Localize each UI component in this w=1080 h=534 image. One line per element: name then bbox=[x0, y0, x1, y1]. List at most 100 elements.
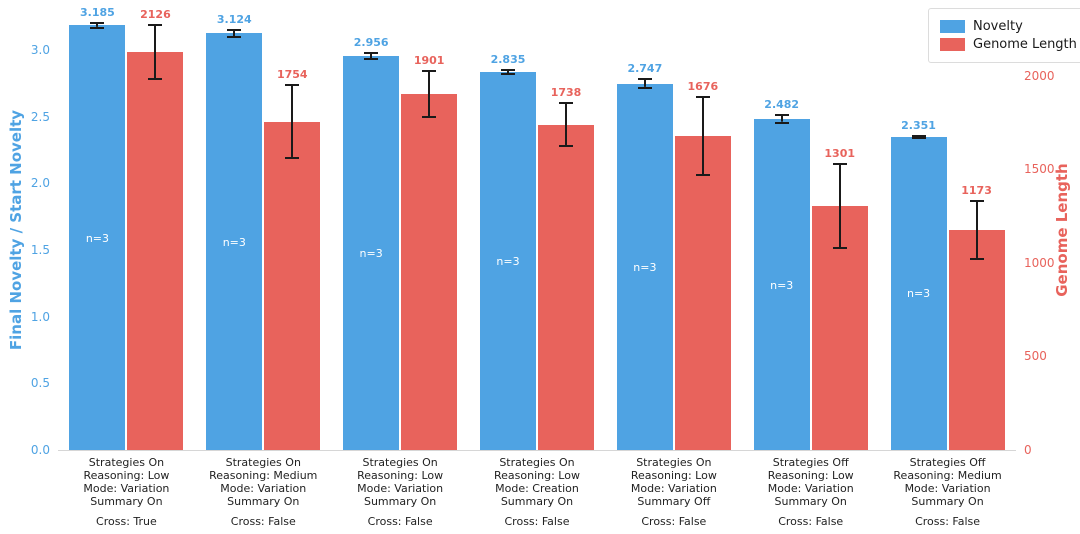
category-cross-line: Cross: False bbox=[778, 515, 844, 528]
category-line: Summary On bbox=[363, 495, 437, 508]
category-label: Strategies Off Reasoning: Low Mode: Variat… bbox=[742, 456, 879, 528]
genome-length-bar bbox=[674, 136, 731, 450]
category-line: Mode: Variation bbox=[767, 482, 854, 495]
category-line: Strategies On bbox=[499, 456, 575, 469]
novelty-bar bbox=[206, 33, 263, 450]
n-count-label: n=3 bbox=[770, 278, 794, 292]
x-axis-category-labels: Strategies On Reasoning: Low Mode: Variati… bbox=[58, 456, 1016, 534]
category-cross-line: Cross: False bbox=[504, 515, 570, 528]
value-label: 2.351 bbox=[901, 118, 936, 132]
category-line: Reasoning: Low bbox=[494, 469, 580, 482]
category-line: Summary On bbox=[227, 495, 300, 508]
category-label: Strategies On Reasoning: Low Mode: Creatio… bbox=[469, 456, 606, 528]
value-label: 3.185 bbox=[80, 6, 115, 19]
category-line: Mode: Variation bbox=[904, 482, 991, 495]
n-count-label: n=3 bbox=[633, 260, 657, 274]
category-cross-line: Cross: False bbox=[230, 515, 296, 528]
value-label: 2.482 bbox=[764, 98, 800, 112]
category-line: Summary Off bbox=[637, 495, 711, 508]
error-bar bbox=[501, 68, 515, 76]
category-line: Strategies Off bbox=[772, 456, 849, 469]
value-label: 2.747 bbox=[627, 62, 663, 76]
category-cross-line: Cross: False bbox=[915, 515, 981, 528]
error-bar bbox=[90, 22, 105, 29]
legend-label: Genome Length bbox=[973, 37, 1077, 52]
category-line: Strategies On bbox=[225, 456, 301, 469]
value-label: 2.956 bbox=[353, 35, 389, 49]
category-label: Strategies On Reasoning: Low Mode: Variati… bbox=[605, 456, 742, 528]
legend: Novelty Genome Length bbox=[928, 8, 1080, 63]
legend-label: Novelty bbox=[973, 19, 1023, 34]
category-line: Strategies On bbox=[362, 456, 438, 469]
genome-length-bar bbox=[264, 121, 321, 450]
category-cross-line: Cross: False bbox=[367, 515, 433, 528]
category-line: Mode: Variation bbox=[83, 482, 170, 495]
error-bar bbox=[774, 114, 789, 124]
left-tick-label: 2.5 bbox=[30, 109, 50, 124]
n-count-label: n=3 bbox=[222, 235, 246, 249]
left-tick-label: 0.5 bbox=[30, 376, 50, 391]
category-line: Reasoning: Medium bbox=[893, 469, 1002, 482]
n-count-label: n=3 bbox=[359, 246, 383, 260]
novelty-bar bbox=[753, 119, 810, 450]
novelty-bar bbox=[616, 83, 673, 450]
category-line: Summary On bbox=[500, 495, 574, 508]
category-line: Strategies On bbox=[636, 456, 712, 469]
error-bar bbox=[911, 134, 926, 139]
value-label: 1173 bbox=[961, 184, 992, 198]
genome-length-legend-swatch bbox=[940, 38, 965, 51]
category-line: Reasoning: Medium bbox=[209, 469, 318, 482]
right-axis-title: Genome Length bbox=[1053, 163, 1071, 297]
right-tick-label: 500 bbox=[1024, 349, 1047, 364]
error-bar bbox=[285, 84, 300, 160]
left-tick-label: 0.0 bbox=[30, 443, 50, 457]
right-tick-label: 1000 bbox=[1024, 255, 1055, 270]
novelty-bar bbox=[480, 72, 536, 450]
category-line: Strategies Off bbox=[909, 456, 986, 469]
novelty-legend-swatch bbox=[940, 20, 965, 33]
category-line: Summary On bbox=[90, 495, 163, 508]
category-line: Mode: Creation bbox=[495, 482, 579, 495]
category-line: Reasoning: Low bbox=[357, 469, 444, 482]
error-bar bbox=[695, 95, 710, 177]
right-tick-label: 2000 bbox=[1024, 68, 1055, 83]
error-bar bbox=[559, 102, 573, 148]
novelty-bar bbox=[69, 25, 126, 450]
left-tick-label: 1.5 bbox=[30, 243, 50, 257]
category-line: Summary On bbox=[911, 495, 984, 508]
error-bar bbox=[832, 163, 847, 250]
genome-length-bar bbox=[401, 94, 458, 450]
right-tick-label: 1500 bbox=[1024, 162, 1055, 177]
n-count-label: n=3 bbox=[85, 231, 110, 245]
category-label: Strategies On Reasoning: Low Mode: Variati… bbox=[332, 456, 469, 528]
right-tick-label: 0 bbox=[1024, 443, 1032, 457]
value-label: 1676 bbox=[687, 79, 719, 93]
category-line: Mode: Variation bbox=[220, 482, 307, 495]
value-label: 1301 bbox=[824, 147, 856, 161]
error-bar bbox=[422, 69, 437, 119]
left-tick-label: 2.0 bbox=[30, 176, 50, 191]
n-count-label: n=3 bbox=[496, 255, 520, 268]
value-label: 2.835 bbox=[490, 52, 526, 66]
novelty-bar bbox=[890, 136, 947, 450]
category-line: Summary On bbox=[774, 495, 847, 508]
legend-item: Novelty bbox=[940, 19, 1077, 34]
genome-length-bar bbox=[127, 51, 184, 450]
category-line: Mode: Variation bbox=[630, 482, 717, 495]
category-cross-line: Cross: True bbox=[96, 515, 157, 528]
category-label: Strategies On Reasoning: Medium Mode: Vari… bbox=[195, 456, 332, 528]
category-label: Strategies Off Reasoning: Medium Mode: Var… bbox=[879, 456, 1016, 528]
left-tick-label: 3.0 bbox=[30, 43, 50, 57]
category-cross-line: Cross: False bbox=[641, 515, 707, 528]
n-count-label: n=3 bbox=[906, 287, 931, 301]
novelty-bar bbox=[343, 55, 400, 450]
error-bar bbox=[637, 78, 652, 90]
error-bar bbox=[969, 200, 984, 261]
category-line: Reasoning: Low bbox=[83, 469, 170, 482]
error-bar bbox=[364, 51, 379, 60]
category-line: Mode: Variation bbox=[357, 482, 444, 495]
value-label: 1901 bbox=[413, 53, 445, 67]
plot-area: 3.185 n=3 2126 3.124 n=3 1754 2.956 n=3 1901 2.83… bbox=[58, 6, 1016, 451]
category-line: Reasoning: Low bbox=[767, 469, 854, 482]
